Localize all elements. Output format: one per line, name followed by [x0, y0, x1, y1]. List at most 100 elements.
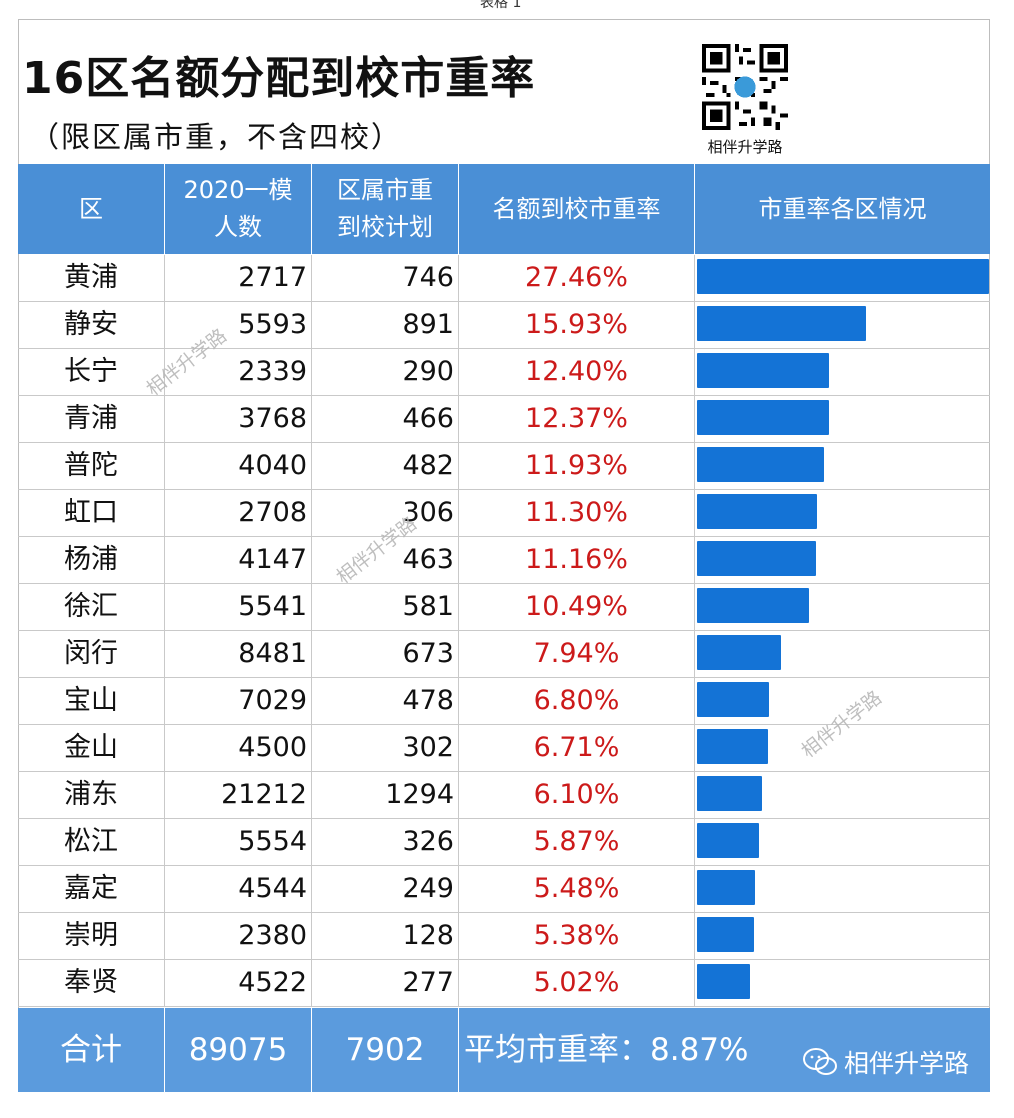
plan-cell: 482	[312, 443, 459, 489]
chart-bar	[697, 635, 781, 670]
table-row: 嘉定 4544 249 5.48%	[18, 866, 990, 913]
plan-cell: 746	[312, 255, 459, 301]
bar-cell	[695, 725, 990, 771]
plan-cell: 306	[312, 490, 459, 536]
rate-cell: 11.30%	[459, 490, 695, 536]
table-row: 青浦 3768 466 12.37%	[18, 396, 990, 443]
mock-count-cell: 2708	[165, 490, 312, 536]
header-mock-count: 2020一模 人数	[165, 164, 312, 254]
table-row: 黄浦 2717 746 27.46%	[18, 255, 990, 302]
mock-count-cell: 8481	[165, 631, 312, 677]
mock-count-cell: 5554	[165, 819, 312, 865]
mock-count-cell: 7029	[165, 678, 312, 724]
mock-count-cell: 4544	[165, 866, 312, 912]
table-row: 奉贤 4522 277 5.02%	[18, 960, 990, 1007]
district-cell: 宝山	[18, 678, 165, 724]
district-cell: 松江	[18, 819, 165, 865]
chart-bar	[697, 541, 816, 576]
mock-count-cell: 21212	[165, 772, 312, 818]
chart-bar	[697, 682, 769, 717]
rate-cell: 27.46%	[459, 255, 695, 301]
header-rate: 名额到校市重率	[459, 164, 695, 254]
footer-average-rate: 平均市重率：8.87%	[464, 1032, 749, 1068]
footer-label: 合计	[18, 1008, 165, 1092]
header-mock-line1: 2020一模	[183, 176, 293, 204]
district-cell: 徐汇	[18, 584, 165, 630]
district-cell: 黄浦	[18, 255, 165, 301]
district-cell: 闵行	[18, 631, 165, 677]
footer-total-plan: 7902	[312, 1008, 459, 1092]
rate-cell: 5.38%	[459, 913, 695, 959]
rate-cell: 7.94%	[459, 631, 695, 677]
district-cell: 静安	[18, 302, 165, 348]
chart-bar	[697, 729, 768, 764]
wechat-icon	[803, 1048, 837, 1075]
rate-cell: 11.16%	[459, 537, 695, 583]
plan-cell: 302	[312, 725, 459, 771]
bar-cell	[695, 960, 990, 1006]
bar-cell	[695, 631, 990, 677]
district-cell: 崇明	[18, 913, 165, 959]
chart-bar	[697, 823, 759, 858]
chart-bar	[697, 353, 829, 388]
mock-count-cell: 4147	[165, 537, 312, 583]
table-row: 浦东 21212 1294 6.10%	[18, 772, 990, 819]
header-plan: 区属市重 到校计划	[312, 164, 459, 254]
rate-cell: 6.71%	[459, 725, 695, 771]
plan-cell: 581	[312, 584, 459, 630]
footer-total-count: 89075	[165, 1008, 312, 1092]
mock-count-cell: 2717	[165, 255, 312, 301]
plan-cell: 249	[312, 866, 459, 912]
bar-cell	[695, 396, 990, 442]
rate-cell: 5.02%	[459, 960, 695, 1006]
chart-bar	[697, 494, 817, 529]
district-cell: 普陀	[18, 443, 165, 489]
qr-caption: 相伴升学路	[707, 138, 783, 156]
table-row: 杨浦 4147 463 11.16%	[18, 537, 990, 584]
bar-cell	[695, 443, 990, 489]
plan-cell: 466	[312, 396, 459, 442]
header-district: 区	[18, 164, 165, 254]
rate-cell: 11.93%	[459, 443, 695, 489]
bar-cell	[695, 490, 990, 536]
brand-mark: 相伴升学路	[802, 1044, 969, 1080]
plan-cell: 128	[312, 913, 459, 959]
brand-name: 相伴升学路	[844, 1049, 970, 1078]
rate-cell: 6.10%	[459, 772, 695, 818]
rate-cell: 12.37%	[459, 396, 695, 442]
table-body: 黄浦 2717 746 27.46% 静安 5593 891 15.93% 长宁 2339 290 1…	[18, 255, 990, 1007]
mock-count-cell: 5541	[165, 584, 312, 630]
bar-cell	[695, 678, 990, 724]
chart-bar	[697, 400, 829, 435]
table-row: 松江 5554 326 5.87%	[18, 819, 990, 866]
rate-cell: 10.49%	[459, 584, 695, 630]
chart-bar	[697, 259, 989, 294]
mock-count-cell: 4500	[165, 725, 312, 771]
rate-cell: 5.87%	[459, 819, 695, 865]
table-header: 区 2020一模 人数 区属市重 到校计划 名额到校市重率 市重率各区情况	[18, 164, 990, 254]
page-title: 16区名额分配到校市重率	[22, 53, 536, 104]
plan-cell: 1294	[312, 772, 459, 818]
bar-cell	[695, 302, 990, 348]
mock-count-cell: 4522	[165, 960, 312, 1006]
chart-bar	[697, 917, 754, 952]
table-row: 普陀 4040 482 11.93%	[18, 443, 990, 490]
table-row: 闵行 8481 673 7.94%	[18, 631, 990, 678]
table-row: 虹口 2708 306 11.30%	[18, 490, 990, 537]
table-row: 金山 4500 302 6.71%	[18, 725, 990, 772]
district-cell: 嘉定	[18, 866, 165, 912]
table-row: 崇明 2380 128 5.38%	[18, 913, 990, 960]
district-cell: 杨浦	[18, 537, 165, 583]
plan-cell: 891	[312, 302, 459, 348]
plan-cell: 478	[312, 678, 459, 724]
rate-cell: 6.80%	[459, 678, 695, 724]
chart-bar	[697, 588, 809, 623]
district-cell: 浦东	[18, 772, 165, 818]
bar-cell	[695, 866, 990, 912]
chart-bar	[697, 776, 762, 811]
qr-code-icon	[702, 44, 788, 130]
chart-bar	[697, 447, 824, 482]
mock-count-cell: 5593	[165, 302, 312, 348]
rate-cell: 15.93%	[459, 302, 695, 348]
page-subtitle: （限区属市重，不含四校）	[30, 120, 403, 154]
